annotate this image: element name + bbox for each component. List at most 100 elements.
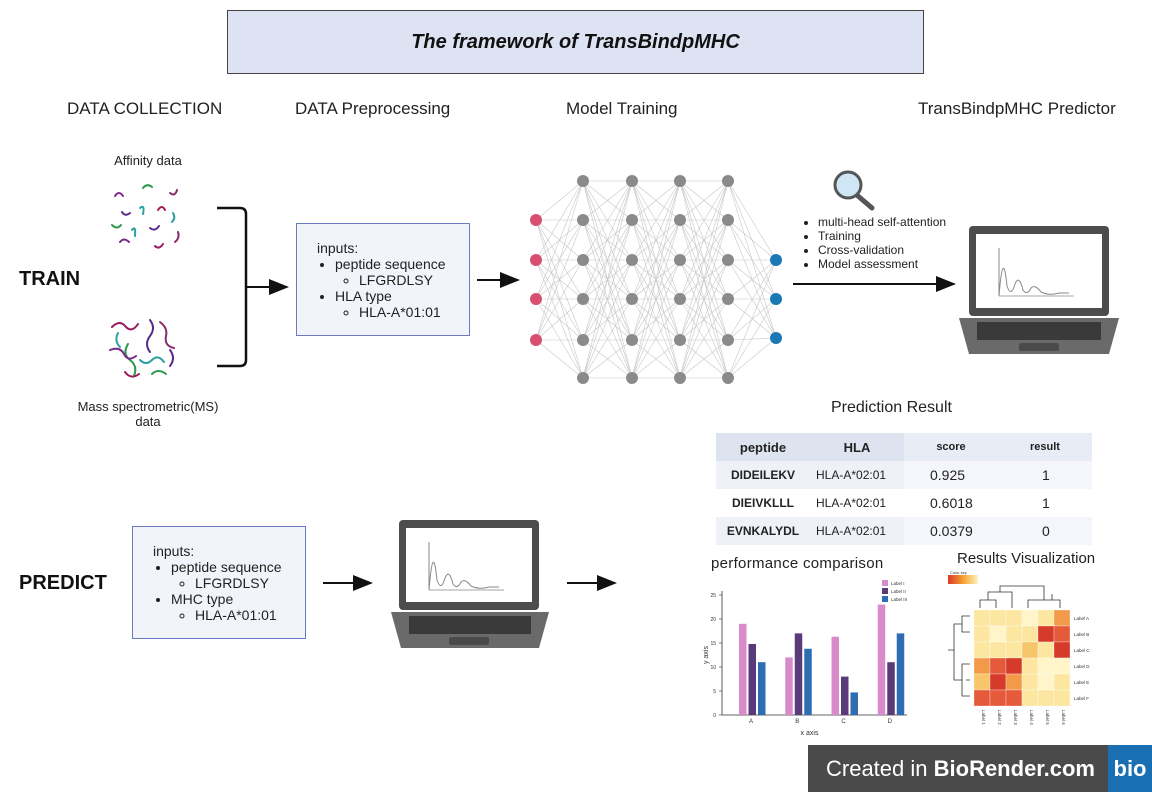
nn-edge [679, 298, 729, 379]
nn-node [626, 175, 638, 187]
heatmap-cell [1021, 673, 1039, 691]
nn-node [577, 372, 589, 384]
heatmap-cell [973, 625, 991, 643]
stage-training: Model Training [566, 99, 678, 118]
heatmap-cell [1037, 657, 1055, 675]
heatmap-col-label: Label 1 [981, 710, 986, 725]
table-cell-peptide: EVNKALYDL [716, 517, 810, 545]
bar [887, 662, 895, 715]
table-row: EVNKALYDL HLA-A*02:01 0.0379 0 [716, 517, 1092, 545]
heatmap-cell [989, 673, 1007, 691]
x-tick-label: D [888, 719, 893, 725]
magnifier-icon [833, 170, 875, 211]
nn-edge [535, 259, 584, 341]
nn-edge [582, 339, 633, 379]
table-cell-result: 0 [998, 517, 1092, 545]
heatmap-cells [973, 609, 1071, 707]
heatmap-cell [1053, 689, 1071, 707]
page-title: The framework of TransBindpMHC [411, 30, 740, 53]
nn-edge [727, 219, 777, 300]
heatmap-col-label: Label 4 [1029, 710, 1034, 725]
nn-node [722, 372, 734, 384]
nn-edge [631, 180, 681, 379]
color-key-label: Color key [950, 570, 967, 575]
bar [785, 657, 793, 715]
nn-node [626, 214, 638, 226]
legend-swatch [882, 580, 888, 586]
bar [804, 648, 812, 715]
y-tick-label: 20 [710, 617, 716, 623]
affinity-data-label: Affinity data [114, 153, 182, 168]
nn-edge [631, 259, 681, 379]
table-header-row: peptide HLA score result [716, 433, 1092, 461]
nn-edge [679, 180, 729, 221]
heatmap-row-label: Label F [1074, 696, 1089, 701]
neural-network-nodes [530, 175, 782, 384]
predict-input-peptide-value: LFGRDLSY [195, 575, 295, 591]
heatmap-cell [1005, 657, 1023, 675]
heatmap-cell [1053, 609, 1071, 627]
nn-node [530, 254, 542, 266]
bar [748, 643, 756, 715]
nn-edge [631, 180, 681, 221]
bar [831, 636, 839, 715]
nn-edge [631, 339, 681, 379]
predictor-laptop-icon [959, 226, 1119, 354]
nn-edge [679, 180, 729, 261]
heatmap-row-label: Label B [1074, 632, 1089, 637]
y-tick-label: 5 [713, 689, 716, 695]
x-axis-label: x axis [801, 730, 819, 737]
bar [739, 623, 747, 715]
predict-input-mhc-value: HLA-A*01:01 [195, 607, 295, 623]
stage-preprocessing: DATA Preprocessing [295, 99, 451, 118]
nn-edge [535, 219, 584, 341]
table-cell-score: 0.0379 [904, 517, 998, 545]
heatmap-col-label: Label 6 [1061, 710, 1066, 725]
table-cell-score: 0.925 [904, 461, 998, 489]
nn-edge [679, 259, 729, 379]
biorender-badge[interactable]: Created in BioRender.com bio [808, 745, 1152, 792]
prediction-result-table: peptide HLA score result DIDEILEKV HLA-A… [716, 433, 1092, 545]
heatmap-cell [1037, 641, 1055, 659]
nn-edge [727, 259, 777, 300]
heatmap-col-label: Label 3 [1013, 710, 1018, 725]
y-tick-label: 0 [713, 713, 716, 719]
nn-edge [582, 180, 633, 261]
heatmap-cell [1037, 689, 1055, 707]
heatmap-cell [1037, 673, 1055, 691]
y-tick-label: 10 [710, 665, 716, 671]
nn-edge [582, 180, 633, 221]
nn-edge [727, 219, 777, 339]
table-cell-peptide: DIDEILEKV [716, 461, 810, 489]
train-inputs-box: inputs: peptide sequence LFGRDLSY HLA ty… [296, 223, 470, 336]
nn-node [722, 175, 734, 187]
nn-node [530, 293, 542, 305]
heatmap-cell [1005, 609, 1023, 627]
heatmap-row-label: Label C [1074, 648, 1090, 653]
color-key-bar [948, 575, 978, 584]
nn-node [674, 175, 686, 187]
heatmap-cell [1021, 657, 1039, 675]
heatmap-cell [1037, 625, 1055, 643]
heatmap-cell [1053, 673, 1071, 691]
train-input-hla-value: HLA-A*01:01 [359, 304, 459, 320]
biorender-brand: BioRender.com [933, 756, 1095, 781]
bar [758, 662, 766, 715]
heatmap-cell [973, 673, 991, 691]
heatmap-cell [1021, 609, 1039, 627]
nn-node [722, 254, 734, 266]
training-steps-list: multi-head self-attention Training Cross… [802, 215, 946, 271]
train-inputs-heading: inputs: [317, 240, 359, 256]
ms-peptides-icon [109, 319, 175, 378]
nn-node [577, 293, 589, 305]
nn-edge [631, 180, 681, 261]
nn-node [722, 334, 734, 346]
table-header-result: result [998, 433, 1092, 461]
nn-edge [582, 259, 633, 379]
nn-edge [727, 298, 777, 379]
table-cell-hla: HLA-A*02:01 [810, 517, 904, 545]
ms-data-label: Mass spectrometric(MS) data [70, 399, 226, 429]
table-row: DIEIVKLLL HLA-A*02:01 0.6018 1 [716, 489, 1092, 517]
collection-bracket [217, 206, 248, 368]
nn-node [577, 254, 589, 266]
